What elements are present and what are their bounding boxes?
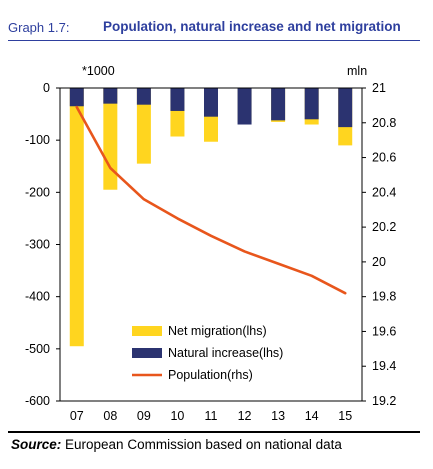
net-migration-bar-09 — [136, 88, 151, 164]
source-note: Source: European Commission based on nat… — [11, 437, 342, 452]
right-tick-label: 19.4 — [372, 359, 396, 373]
left-tick-label: -300 — [25, 238, 50, 252]
left-axis-unit: *1000 — [82, 64, 115, 78]
header-rule — [8, 40, 420, 41]
category-label-11: 11 — [205, 409, 218, 423]
right-tick-label: 19.2 — [372, 394, 396, 408]
category-label-14: 14 — [305, 409, 319, 423]
left-tick-label: -600 — [25, 394, 50, 408]
natural-increase-bar-12 — [237, 88, 252, 125]
natural-increase-bar-09 — [136, 88, 151, 105]
tick-labels-layer: 0 -100 -200 -300 -400 -500 -600 21 20.8 20.6 20.4 2… — [25, 64, 396, 423]
legend-swatch-net-migration — [132, 326, 162, 336]
natural-increase-bar-07 — [69, 88, 84, 107]
category-label-08: 08 — [103, 409, 117, 423]
category-label-09: 09 — [137, 409, 151, 423]
right-tick-label: 20.4 — [372, 185, 396, 199]
natural-increase-bar-15 — [338, 88, 353, 128]
right-tick-label: 20.6 — [372, 151, 396, 165]
axes-layer — [56, 87, 366, 402]
category-label-10: 10 — [170, 409, 184, 423]
legend-swatch-natural-increase — [132, 348, 162, 358]
right-axis-unit: mln — [347, 64, 367, 78]
net-migration-bar-07 — [69, 88, 84, 347]
category-label-13: 13 — [271, 409, 285, 423]
right-tick-label: 19.6 — [372, 324, 396, 338]
legend: Net migration(lhs) Natural increase(lhs) P… — [132, 324, 283, 382]
legend-label: Natural increase(lhs) — [168, 346, 283, 360]
legend-label: Population(rhs) — [168, 368, 253, 382]
natural-increase-bar-11 — [204, 88, 218, 117]
right-tick-label: 21 — [372, 81, 386, 95]
category-label-15: 15 — [338, 409, 352, 423]
category-label-07: 07 — [70, 409, 84, 423]
right-tick-label: 20.8 — [372, 116, 396, 130]
graph-number: Graph 1.7: — [8, 20, 70, 35]
footer-rule — [8, 431, 420, 433]
source-label: Source: — [11, 437, 62, 452]
chart-title: Population, natural increase and net mig… — [103, 19, 401, 34]
right-tick-label: 19.8 — [372, 290, 396, 304]
legend-label: Net migration(lhs) — [168, 324, 267, 338]
natural-increase-bar-10 — [170, 88, 185, 111]
natural-increase-bar-14 — [304, 88, 319, 120]
left-tick-label: 0 — [43, 81, 50, 95]
right-tick-label: 20.2 — [372, 220, 396, 234]
natural-increase-bar-08 — [103, 88, 118, 104]
chart-header: Graph 1.7: Population, natural increase … — [8, 18, 420, 40]
left-tick-label: -400 — [25, 290, 50, 304]
category-label-12: 12 — [238, 409, 252, 423]
right-tick-label: 20 — [372, 255, 386, 269]
left-tick-label: -500 — [25, 342, 50, 356]
population-line — [75, 105, 347, 295]
left-tick-label: -100 — [25, 133, 50, 147]
bars-layer — [69, 88, 353, 347]
natural-increase-bar-13 — [271, 88, 286, 121]
source-text: European Commission based on national da… — [61, 437, 342, 452]
population-line-layer — [75, 105, 347, 295]
left-tick-label: -200 — [25, 185, 50, 199]
